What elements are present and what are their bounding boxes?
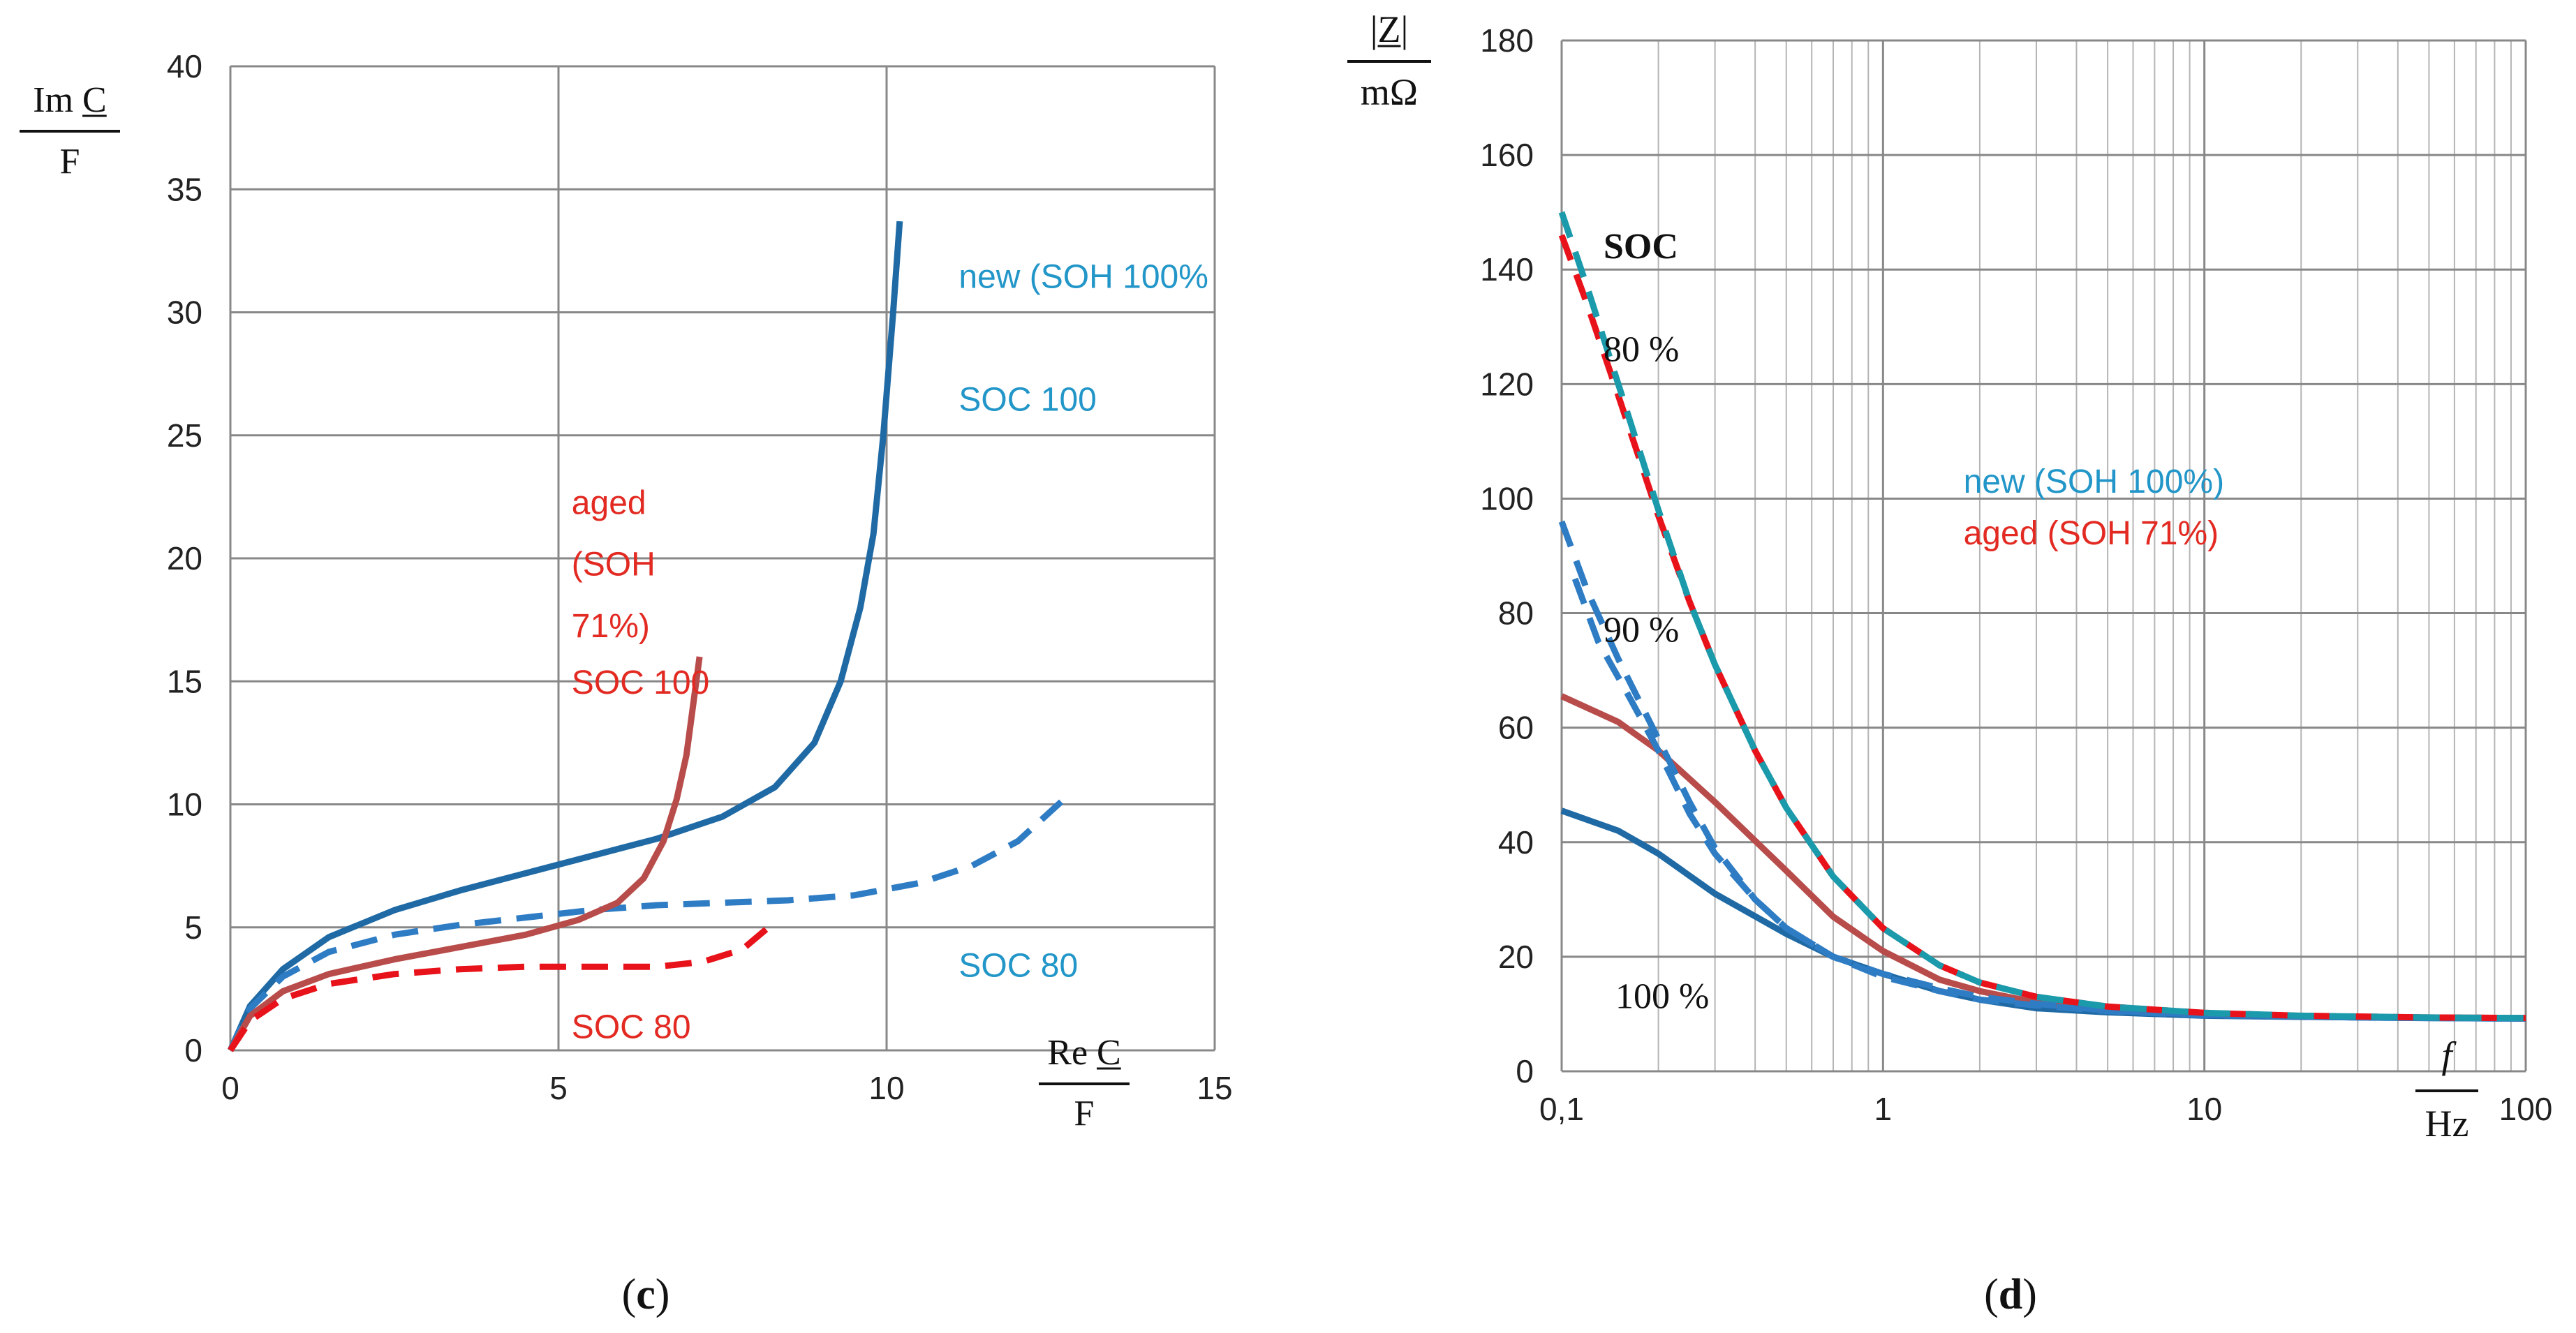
series-line-new-soh-100-soc-100 [227,221,903,1052]
panel-c-tick-labels: 0 5 10 15 0 5 10 15 20 25 30 35 40 [167,48,1233,1106]
series-line-new-soc-90 [1558,520,2526,1022]
annotation-label: new (SOH 100% [958,258,1208,295]
x-tick-label: 10 [868,1070,904,1106]
annotation-label: SOC 100 [572,664,709,701]
annotation-label: 90 % [1604,611,1679,650]
panel-c-caption: (c) [622,1271,670,1318]
y-tick-label: 0 [1516,1053,1534,1089]
y-tick-label: 35 [167,171,202,207]
annotation-label: aged [572,485,646,522]
y-tick-label: 0 [184,1032,202,1068]
annotation-label: 80 % [1604,330,1679,370]
y-tick-label: 20 [167,540,202,576]
x-tick-label: 5 [549,1070,568,1106]
x-tick-label: 0 [221,1070,239,1106]
series-line-aged-soc-80 [1558,234,2526,1022]
panel-d-annotations: SOC 80 % 90 % 100 % new (SOH 100%) aged (SOH … [1604,227,2224,1017]
series-line-aged-soc-100 [1560,693,2526,1022]
y-tick-label: 20 [1498,939,1534,975]
series-line-aged-soh-71-soc-100 [228,656,703,1052]
annotation-label: SOC [1604,227,1678,267]
annotation-label: (SOH [572,546,656,583]
panel-c-series [227,221,1066,1052]
panel-c-annotations: new (SOH 100% SOC 100 aged (SOH 71%) SOC 100 S… [572,258,1208,1045]
series-line-new-soh-100-soc-80 [227,797,1066,1052]
y-tick-label: 120 [1480,366,1534,402]
panel-d-series [1558,211,2526,1022]
x-tick-label: 100 [2499,1091,2553,1127]
annotation-label: aged (SOH 71%) [1964,515,2219,552]
y-tick-label: 60 [1498,710,1534,746]
annotation-label: 71%) [572,608,650,645]
series-line-new-soc-80 [1558,211,2526,1022]
y-tick-label: 100 [1480,480,1534,516]
y-tick-label: 40 [1498,824,1534,861]
panel-c-xlabel-bottom: F [1074,1094,1095,1133]
y-tick-label: 30 [167,295,202,331]
y-tick-label: 25 [167,417,202,454]
panel-c-grid [229,65,1216,1052]
panel-d-caption: (d) [1984,1271,2037,1318]
annotation-label: SOC 80 [572,1008,691,1045]
x-tick-label: 10 [2186,1091,2222,1127]
panel-c-xlabel-top: Re C [1047,1033,1120,1073]
panel-c-ylabel-bottom: F [60,142,80,181]
x-tick-label: 0,1 [1539,1091,1584,1127]
y-tick-label: 180 [1480,22,1534,59]
y-tick-label: 80 [1498,595,1534,632]
y-tick-label: 10 [167,787,202,823]
annotation-label: SOC 80 [958,947,1078,984]
y-tick-label: 160 [1480,137,1534,173]
annotation-label: SOC 100 [958,382,1096,419]
y-tick-label: 140 [1480,251,1534,288]
panel-d-xlabel-bottom: Hz [2425,1103,2469,1145]
panel-c-ylabel-top: Im C [33,80,106,120]
annotation-label: new (SOH 100%) [1964,463,2224,500]
y-tick-label: 15 [167,663,202,699]
panel-d-tick-labels: 0,1 1 10 100 0 20 40 60 80 100 120 140 160 180 [1480,22,2552,1127]
panel-c-chart: 0 5 10 15 0 5 10 15 20 25 30 35 40 new (SOH 100% SOC … [20,48,1233,1318]
y-tick-label: 40 [167,48,202,84]
series-line-aged-soc-90 [1571,577,2526,1022]
panel-d-chart: 0,1 1 10 100 0 20 40 60 80 100 120 140 160 180 SOC 80 … [1347,8,2552,1318]
annotation-label: 100 % [1615,977,1709,1017]
panel-d-grid [1560,39,2527,1073]
panel-d-ylabel-top: |Z| [1370,8,1409,50]
x-tick-label: 1 [1874,1091,1893,1127]
series-line-aged-soh-71-soc-80 [228,925,771,1052]
x-tick-label: 15 [1197,1070,1232,1106]
panel-d-ylabel-bottom: mΩ [1361,71,1418,113]
y-tick-label: 5 [184,909,202,946]
